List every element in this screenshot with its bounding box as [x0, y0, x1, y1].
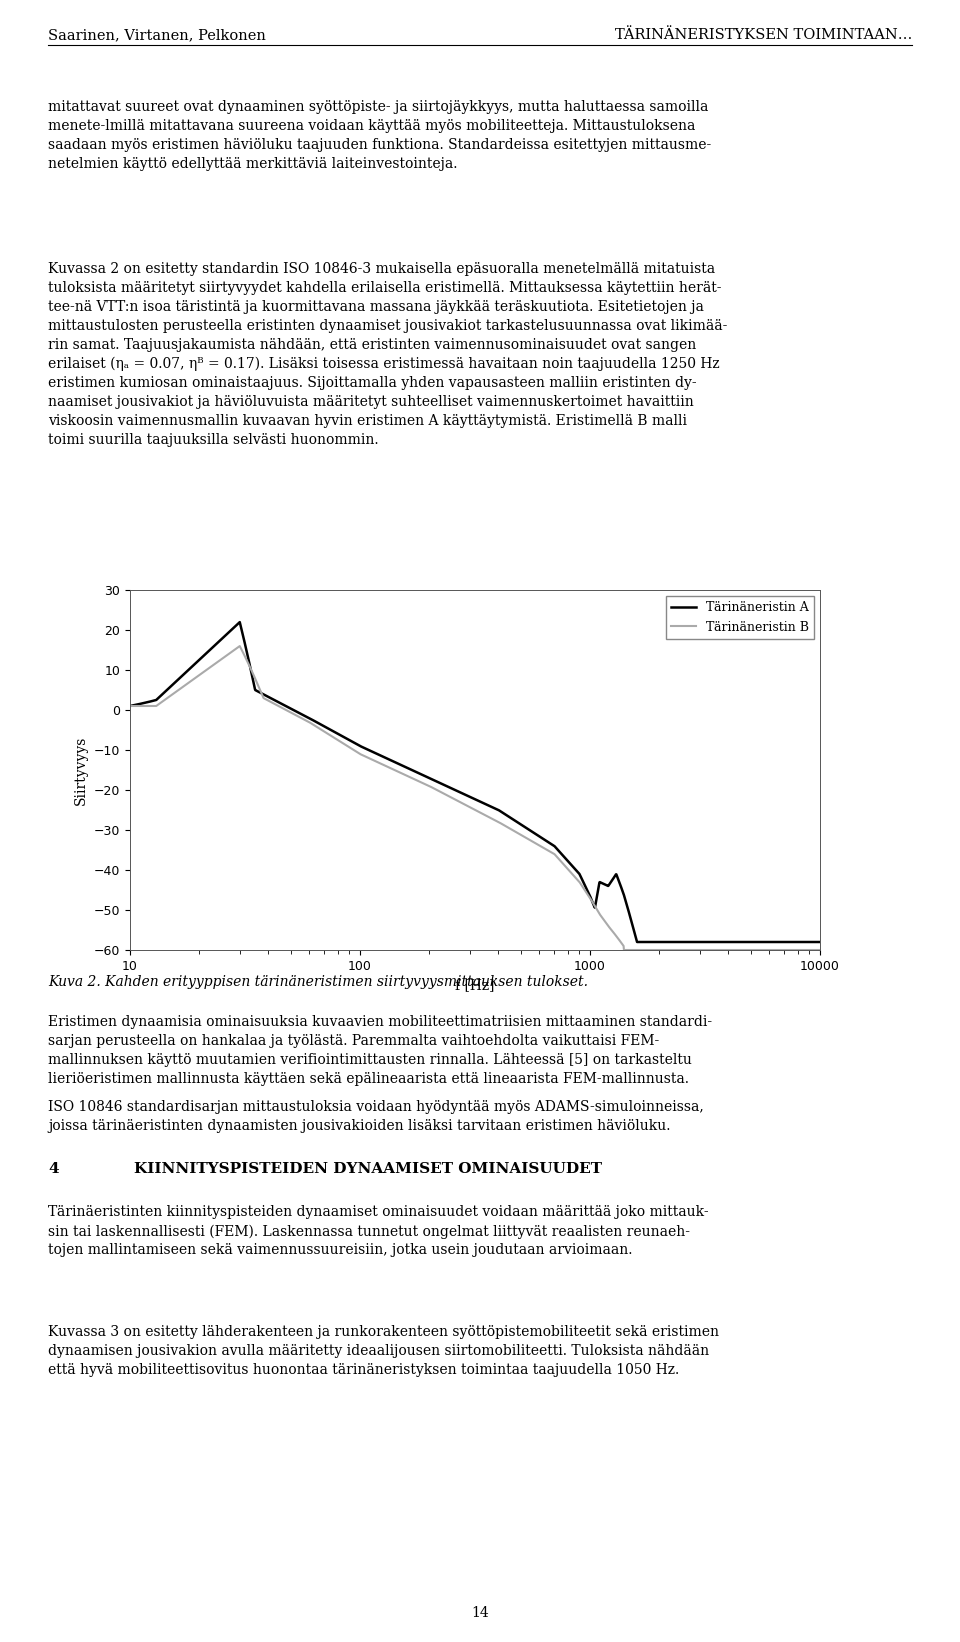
Text: Eristimen dynaamisia ominaisuuksia kuvaavien mobiliteettimatriisien mittaaminen : Eristimen dynaamisia ominaisuuksia kuvaa… — [48, 1015, 712, 1085]
Tärinäneristin B — [124, 696, 135, 716]
Line: Tärinäneristin B: Tärinäneristin B — [130, 645, 820, 951]
Text: 14: 14 — [471, 1606, 489, 1621]
Legend: Tärinäneristin A, Tärinäneristin B: Tärinäneristin A, Tärinäneristin B — [665, 596, 814, 639]
Text: mitattavat suureet ovat dynaaminen syöttöpiste- ja siirtojäykkyys, mutta halutta: mitattavat suureet ovat dynaaminen syött… — [48, 100, 711, 171]
Tärinäneristin A — [124, 696, 135, 716]
Tärinäneristin A — [632, 933, 643, 952]
Text: Kuvassa 2 on esitetty standardin ISO 10846-3 mukaisella epäsuoralla menetelmällä: Kuvassa 2 on esitetty standardin ISO 108… — [48, 263, 728, 447]
Tärinäneristin B — [618, 941, 630, 961]
Tärinäneristin A — [159, 681, 171, 701]
Tärinäneristin B — [159, 690, 171, 709]
Text: Tärinäeristinten kiinnityspisteiden dynaamiset ominaisuudet voidaan määrittää jo: Tärinäeristinten kiinnityspisteiden dyna… — [48, 1205, 708, 1258]
Text: TÄRINÄNERISTYKSEN TOIMINTAAN…: TÄRINÄNERISTYKSEN TOIMINTAAN… — [614, 28, 912, 43]
Tärinäneristin B — [795, 941, 806, 961]
Tärinäneristin B — [668, 941, 680, 961]
Tärinäneristin A — [460, 785, 471, 805]
Text: ISO 10846 standardisarjan mittaustuloksia voidaan hyödyntää myös ADAMS-simuloinn: ISO 10846 standardisarjan mittaustuloksi… — [48, 1100, 704, 1133]
Y-axis label: Siirtyvyys: Siirtyvyys — [74, 736, 88, 805]
Tärinäneristin A — [795, 933, 806, 952]
Tärinäneristin A — [814, 933, 826, 952]
Tärinäneristin A — [442, 777, 453, 796]
Line: Tärinäneristin A: Tärinäneristin A — [130, 622, 820, 943]
Text: 4: 4 — [48, 1163, 59, 1176]
Text: Kuva 2. Kahden erityyppisen tärinäneristimen siirtyvyysmittauksen tulokset.: Kuva 2. Kahden erityyppisen tärinänerist… — [48, 975, 588, 988]
Tärinäneristin A — [234, 612, 246, 632]
Text: Kuvassa 3 on esitetty lähderakenteen ja runkorakenteen syöttöpistemobiliteetit s: Kuvassa 3 on esitetty lähderakenteen ja … — [48, 1325, 719, 1378]
X-axis label: f [Hz]: f [Hz] — [455, 979, 494, 992]
Tärinäneristin B — [795, 941, 806, 961]
Text: KIINNITYSPISTEIDEN DYNAAMISET OMINAISUUDET: KIINNITYSPISTEIDEN DYNAAMISET OMINAISUUD… — [134, 1163, 603, 1176]
Tärinäneristin B — [460, 795, 471, 814]
Tärinäneristin B — [234, 635, 246, 655]
Tärinäneristin A — [668, 933, 680, 952]
Tärinäneristin B — [442, 785, 453, 805]
Text: Saarinen, Virtanen, Pelkonen: Saarinen, Virtanen, Pelkonen — [48, 28, 266, 43]
Tärinäneristin A — [795, 933, 806, 952]
Tärinäneristin B — [814, 941, 826, 961]
